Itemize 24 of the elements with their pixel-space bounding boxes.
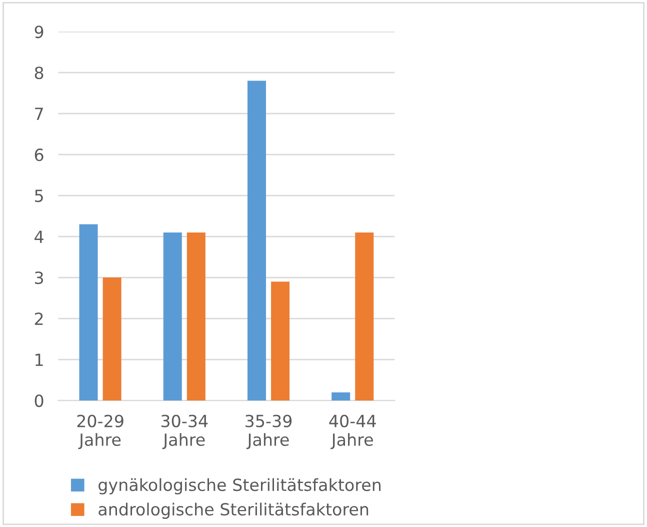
bar bbox=[247, 80, 266, 401]
bar bbox=[102, 278, 122, 401]
x-tick-label: 35-39 Jahre bbox=[246, 414, 292, 450]
bar bbox=[271, 282, 290, 401]
y-tick-label: 2 bbox=[34, 312, 43, 325]
bar bbox=[186, 232, 206, 401]
y-tick-label: 4 bbox=[34, 230, 44, 243]
bar bbox=[79, 224, 98, 401]
bar bbox=[355, 232, 374, 401]
y-tick-label: 3 bbox=[35, 272, 44, 284]
legend-label: andrologische Sterilitätsfaktoren bbox=[98, 502, 368, 519]
bar bbox=[332, 392, 350, 401]
x-tick-label: 40-44 Jahre bbox=[329, 414, 376, 450]
y-tick-label: 9 bbox=[34, 26, 44, 38]
y-tick-label: 6 bbox=[34, 148, 44, 162]
y-tick-label: 1 bbox=[36, 354, 43, 366]
y-tick-label: 8 bbox=[34, 66, 44, 80]
legend-label: gynäkologische Sterilitätsfaktoren bbox=[98, 478, 381, 494]
x-tick-label: 20-29 Jahre bbox=[77, 414, 124, 450]
y-tick-label: 0 bbox=[34, 394, 44, 408]
bar bbox=[163, 232, 182, 401]
y-tick-label: 7 bbox=[35, 108, 43, 120]
x-tick-label: 30-34 Jahre bbox=[161, 414, 208, 450]
y-tick-label: 5 bbox=[35, 190, 43, 202]
